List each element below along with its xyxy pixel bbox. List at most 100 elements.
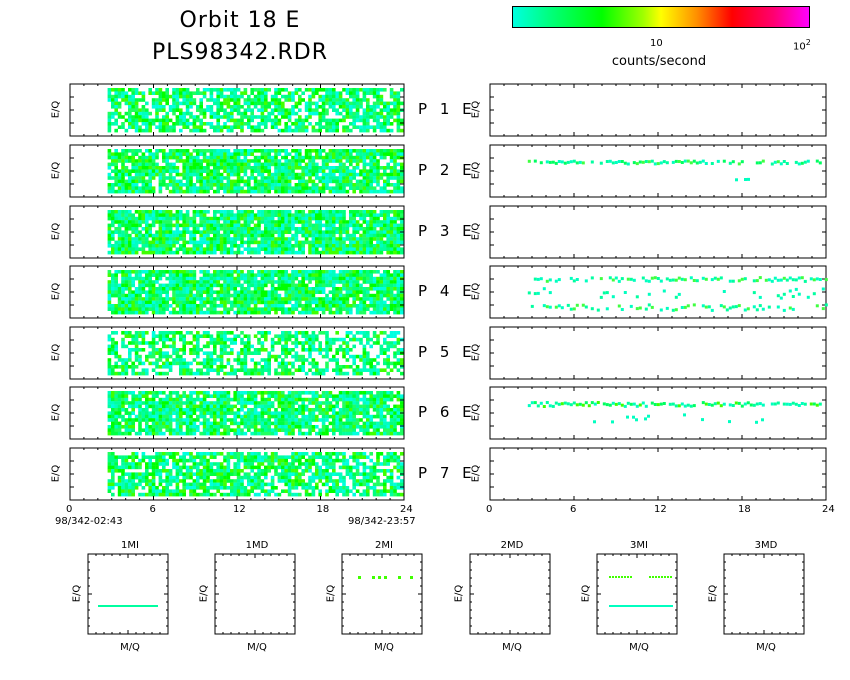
heatmap-cell <box>379 115 384 119</box>
heatmap-cell <box>362 94 367 99</box>
heatmap-cell <box>386 108 390 112</box>
heatmap-cell <box>230 98 234 102</box>
heatmap-cell <box>158 270 163 274</box>
heatmap-cell <box>158 94 163 99</box>
heatmap-cell <box>141 304 146 308</box>
heatmap-cell <box>230 227 234 231</box>
heatmap-cell <box>287 172 292 177</box>
heatmap-cell <box>148 118 152 123</box>
heatmap-cell <box>304 348 309 352</box>
heatmap-cell <box>175 230 180 234</box>
heatmap-cell <box>264 300 268 305</box>
heatmap-cell <box>291 108 295 112</box>
heatmap-cell <box>236 310 241 315</box>
heatmap-cell <box>233 300 237 305</box>
heatmap-cell <box>128 115 132 119</box>
heatmap-cell <box>182 122 186 126</box>
heatmap-cell <box>172 169 176 173</box>
heatmap-cell <box>124 179 129 184</box>
heatmap-cell <box>264 125 268 129</box>
heatmap-cell <box>131 149 135 153</box>
heatmap-cell <box>318 348 322 352</box>
heatmap-cell <box>219 155 224 160</box>
heatmap-cell <box>359 300 363 305</box>
heatmap-cell <box>219 91 224 95</box>
heatmap-cell <box>355 270 360 274</box>
heatmap-cell <box>185 186 190 190</box>
heatmap-cell <box>162 337 166 342</box>
heatmap-cell <box>284 108 288 112</box>
heatmap-cell <box>155 111 159 116</box>
heatmap-cell <box>386 247 390 251</box>
heatmap-cell <box>230 220 234 224</box>
heatmap-cell <box>332 304 336 308</box>
heatmap-cell <box>335 310 339 315</box>
heatmap-cell <box>179 334 183 338</box>
heatmap-cell <box>328 105 333 109</box>
heatmap-cell <box>209 276 214 281</box>
heatmap-cell <box>138 115 142 119</box>
heatmap-cell <box>192 227 197 231</box>
heatmap-cell <box>359 118 363 123</box>
heatmap-cell <box>393 223 397 228</box>
heatmap-cell <box>362 111 367 116</box>
heatmap-cell <box>338 287 343 291</box>
heatmap-cell <box>257 368 261 372</box>
heatmap-cell <box>311 344 316 349</box>
heatmap-cell <box>117 91 122 95</box>
heatmap-cell <box>284 186 288 190</box>
heatmap-cell <box>114 276 118 281</box>
heatmap-cell <box>291 354 295 359</box>
heatmap-cell <box>362 216 367 221</box>
heatmap-cell <box>325 250 329 255</box>
heatmap-cell <box>199 166 203 170</box>
heatmap-cell <box>362 240 367 245</box>
heatmap-cell <box>148 244 152 248</box>
heatmap-cell <box>124 118 129 123</box>
heatmap-cell <box>359 210 363 214</box>
heatmap-cell <box>277 183 282 187</box>
heatmap-cell <box>281 149 285 153</box>
heatmap-cell <box>383 368 387 372</box>
heatmap-cell <box>342 105 346 109</box>
heatmap-cell <box>298 354 302 359</box>
heatmap-cell <box>175 210 180 214</box>
heatmap-cell <box>236 216 241 221</box>
heatmap-cell <box>172 240 176 245</box>
heatmap-cell <box>114 122 118 126</box>
heatmap-cell <box>189 220 193 224</box>
heatmap-cell <box>315 152 319 156</box>
heatmap-cell <box>376 183 380 187</box>
heatmap-cell <box>141 368 146 372</box>
heatmap-cell <box>243 111 248 116</box>
heatmap-cell <box>264 331 268 335</box>
heatmap-cell <box>168 240 173 245</box>
heatmap-cell <box>117 115 122 119</box>
heatmap-cell <box>138 354 142 359</box>
heatmap-cell <box>209 172 214 177</box>
heatmap-cell <box>332 179 336 184</box>
heatmap-cell <box>257 331 261 335</box>
heatmap-cell <box>124 189 129 194</box>
heatmap-cell <box>366 304 370 308</box>
heatmap-cell <box>321 244 326 248</box>
heatmap-cell <box>172 101 176 106</box>
heatmap-cell <box>230 230 234 234</box>
heatmap-cell <box>287 307 292 311</box>
heatmap-cell <box>372 88 377 92</box>
heatmap-cell <box>226 176 231 180</box>
heatmap-cell <box>291 310 295 315</box>
heatmap-cell <box>172 183 176 187</box>
heatmap-cell <box>240 216 244 221</box>
heatmap-cell <box>400 176 404 180</box>
heatmap-cell <box>264 365 268 369</box>
heatmap-cell <box>342 300 346 305</box>
heatmap-cell <box>253 247 258 251</box>
heatmap-cell <box>168 250 173 255</box>
heatmap-cell <box>219 351 224 355</box>
heatmap-cell <box>260 105 265 109</box>
heatmap-cell <box>240 297 244 301</box>
heatmap-cell <box>362 310 367 315</box>
heatmap-cell <box>219 250 224 255</box>
heatmap-cell <box>162 105 166 109</box>
